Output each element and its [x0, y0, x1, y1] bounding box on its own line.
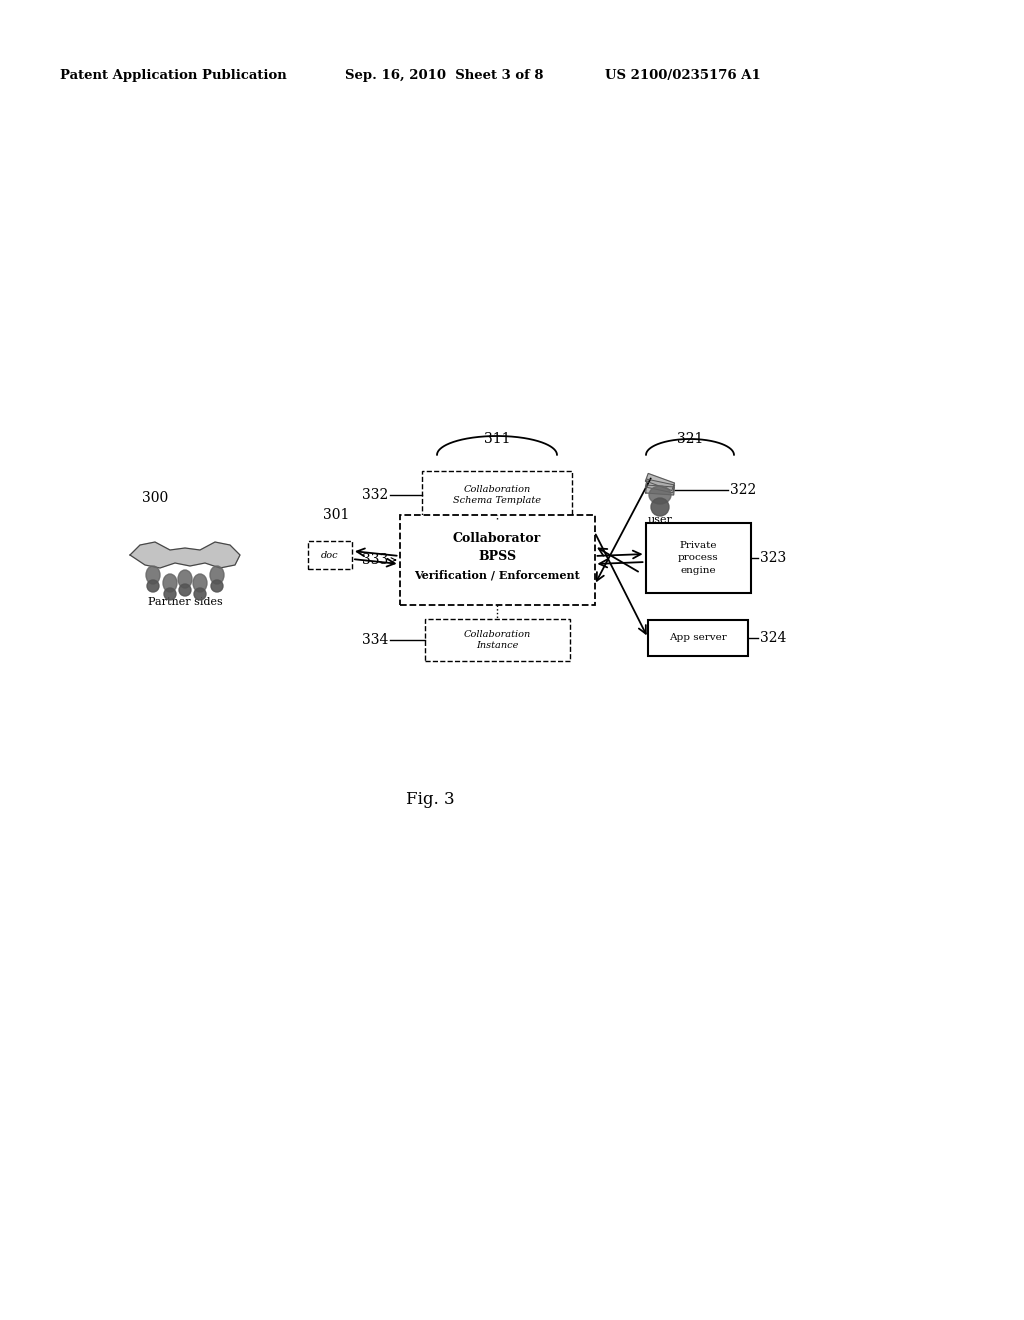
- Text: 321: 321: [677, 432, 703, 446]
- Circle shape: [147, 579, 159, 591]
- Circle shape: [651, 498, 669, 516]
- Text: Collaboration
Instance: Collaboration Instance: [464, 630, 530, 651]
- FancyBboxPatch shape: [425, 619, 569, 661]
- Text: 323: 323: [760, 550, 786, 565]
- Text: 322: 322: [730, 483, 757, 498]
- Text: Patent Application Publication: Patent Application Publication: [60, 69, 287, 82]
- FancyBboxPatch shape: [422, 471, 572, 519]
- FancyBboxPatch shape: [308, 541, 352, 569]
- Ellipse shape: [193, 574, 207, 591]
- Text: Fig. 3: Fig. 3: [406, 792, 455, 808]
- Text: Collaborator: Collaborator: [453, 532, 541, 544]
- Text: Collaboration
Schema Template: Collaboration Schema Template: [453, 484, 541, 506]
- Circle shape: [164, 587, 176, 601]
- Text: 300: 300: [142, 491, 168, 506]
- FancyBboxPatch shape: [648, 620, 748, 656]
- Text: 333: 333: [361, 553, 388, 568]
- Text: Private
process
engine: Private process engine: [678, 541, 718, 576]
- Text: BPSS: BPSS: [478, 549, 516, 562]
- FancyBboxPatch shape: [645, 523, 751, 593]
- Text: App server: App server: [669, 634, 727, 643]
- Circle shape: [194, 587, 206, 601]
- Polygon shape: [130, 543, 240, 568]
- Ellipse shape: [146, 566, 160, 583]
- Text: user: user: [647, 515, 673, 525]
- Text: doc: doc: [322, 550, 339, 560]
- FancyBboxPatch shape: [399, 515, 595, 605]
- Text: US 2100/0235176 A1: US 2100/0235176 A1: [605, 69, 761, 82]
- Circle shape: [179, 583, 191, 597]
- Circle shape: [211, 579, 223, 591]
- Text: 311: 311: [483, 432, 510, 446]
- Ellipse shape: [178, 570, 193, 587]
- Text: 324: 324: [760, 631, 786, 645]
- Text: Verification / Enforcement: Verification / Enforcement: [414, 569, 580, 581]
- Polygon shape: [645, 474, 675, 491]
- Text: 332: 332: [361, 488, 388, 502]
- Ellipse shape: [649, 486, 671, 504]
- Ellipse shape: [210, 566, 224, 583]
- Polygon shape: [646, 484, 674, 495]
- Text: 301: 301: [323, 508, 349, 521]
- Polygon shape: [645, 479, 675, 492]
- Text: 334: 334: [361, 634, 388, 647]
- Ellipse shape: [163, 574, 177, 591]
- Text: Sep. 16, 2010  Sheet 3 of 8: Sep. 16, 2010 Sheet 3 of 8: [345, 69, 544, 82]
- Text: Partner sides: Partner sides: [147, 597, 222, 607]
